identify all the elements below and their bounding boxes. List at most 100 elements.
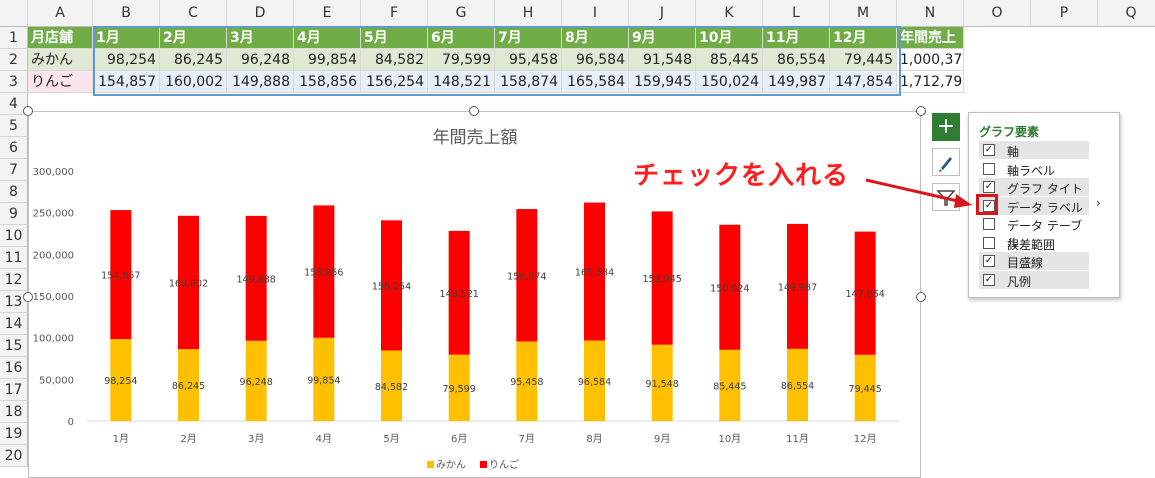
row-header[interactable]: 8 <box>0 181 28 203</box>
checkbox[interactable] <box>983 218 995 230</box>
sheet-cell[interactable]: 96,584 <box>562 49 629 71</box>
row-header[interactable]: 15 <box>0 335 28 357</box>
sheet-cell[interactable]: 2月 <box>160 27 227 49</box>
sheet-cell[interactable]: 99,854 <box>294 49 361 71</box>
sheet-cell[interactable]: 12月 <box>830 27 897 49</box>
sheet-cell[interactable]: 148,521 <box>428 71 495 93</box>
sheet-cell[interactable]: 9月 <box>629 27 696 49</box>
column-header[interactable]: B <box>93 0 160 27</box>
checkbox[interactable]: ✓ <box>983 273 995 286</box>
sheet-cell[interactable]: 158,856 <box>294 71 361 93</box>
sheet-cell[interactable]: 79,599 <box>428 49 495 71</box>
column-header[interactable]: J <box>629 0 696 27</box>
sheet-cell[interactable]: 149,987 <box>763 71 830 93</box>
sheet-cell[interactable]: 3月 <box>227 27 294 49</box>
chart-element-option[interactable]: ✓ 凡例 <box>979 270 1089 289</box>
sheet-cell[interactable]: 156,254 <box>361 71 428 93</box>
sheet-cell[interactable]: りんご <box>28 71 93 93</box>
row-header[interactable]: 5 <box>0 115 28 137</box>
chevron-right-icon[interactable]: › <box>1096 196 1101 210</box>
row-header[interactable]: 16 <box>0 357 28 379</box>
sheet-cell[interactable]: 4月 <box>294 27 361 49</box>
row-header[interactable]: 12 <box>0 269 28 291</box>
checkbox[interactable]: ✓ <box>983 255 995 267</box>
column-header[interactable]: O <box>964 0 1031 27</box>
row-header[interactable]: 20 <box>0 445 28 467</box>
checkbox[interactable]: ✓ <box>983 199 995 212</box>
row-header[interactable]: 19 <box>0 423 28 445</box>
sheet-cell[interactable]: 6月 <box>428 27 495 49</box>
chart-element-option[interactable]: ✓グラフ タイトル <box>979 178 1089 213</box>
column-header[interactable]: E <box>294 0 361 27</box>
sheet-cell[interactable]: 86,245 <box>160 49 227 71</box>
column-header[interactable]: G <box>428 0 495 27</box>
select-all-corner[interactable] <box>0 0 28 27</box>
sheet-cell[interactable]: 159,945 <box>629 71 696 93</box>
stacked-bar-chart[interactable]: 年間売上額 0 50,000 100,000 150,000 200,000 250,000… <box>28 111 921 478</box>
sheet-cell[interactable]: 150,024 <box>696 71 763 93</box>
resize-handle[interactable] <box>23 292 33 302</box>
column-header[interactable]: A <box>28 0 93 27</box>
sheet-cell[interactable]: 85,445 <box>696 49 763 71</box>
row-header[interactable]: 4 <box>0 93 28 115</box>
chart-styles-button[interactable] <box>932 148 960 176</box>
sheet-cell[interactable]: 1,712,792 <box>897 71 964 93</box>
sheet-cell[interactable]: みかん <box>28 49 93 71</box>
row-header[interactable]: 18 <box>0 401 28 423</box>
sheet-cell[interactable]: 95,458 <box>495 49 562 71</box>
sheet-cell[interactable]: 1月 <box>93 27 160 49</box>
sheet-cell[interactable]: 86,554 <box>763 49 830 71</box>
column-header[interactable]: N <box>897 0 964 27</box>
column-header[interactable]: F <box>361 0 428 27</box>
sheet-cell[interactable]: 10月 <box>696 27 763 49</box>
chart-element-option[interactable]: 軸ラベル <box>979 160 1089 178</box>
chart-element-option[interactable]: ✓ 目盛線 <box>979 252 1089 270</box>
column-header[interactable]: I <box>562 0 629 27</box>
chart-element-option[interactable]: 誤差範囲 <box>979 234 1089 252</box>
sheet-cell[interactable]: 147,854 <box>830 71 897 93</box>
chart-elements-button[interactable]: + <box>932 113 960 141</box>
sheet-cell[interactable]: 165,584 <box>562 71 629 93</box>
sheet-cell[interactable]: 5月 <box>361 27 428 49</box>
row-header[interactable]: 17 <box>0 379 28 401</box>
column-header[interactable]: Q <box>1098 0 1155 27</box>
sheet-cell[interactable]: 年間売上 <box>897 27 964 49</box>
column-header[interactable]: C <box>160 0 227 27</box>
chart-element-option[interactable]: ✓ 軸 <box>979 141 1089 159</box>
sheet-cell[interactable]: 98,254 <box>93 49 160 71</box>
sheet-cell[interactable]: 月店舗 <box>28 27 93 49</box>
row-header[interactable]: 14 <box>0 313 28 335</box>
sheet-cell[interactable]: 1,000,371 <box>897 49 964 71</box>
checkbox[interactable]: ✓ <box>983 181 995 193</box>
row-header[interactable]: 1 <box>0 27 28 49</box>
resize-handle[interactable] <box>916 106 926 116</box>
row-header[interactable]: 10 <box>0 225 28 247</box>
sheet-cell[interactable]: 8月 <box>562 27 629 49</box>
resize-handle[interactable] <box>469 106 479 116</box>
column-header[interactable]: K <box>696 0 763 27</box>
sheet-cell[interactable]: 160,002 <box>160 71 227 93</box>
row-header[interactable]: 11 <box>0 247 28 269</box>
row-header[interactable]: 3 <box>0 71 28 93</box>
sheet-cell[interactable]: 91,548 <box>629 49 696 71</box>
checkbox[interactable]: ✓ <box>983 144 995 156</box>
column-header[interactable]: D <box>227 0 294 27</box>
column-header[interactable]: L <box>763 0 830 27</box>
chart-element-option[interactable]: ✓ データ ラベル <box>979 196 1089 215</box>
sheet-cell[interactable]: 96,248 <box>227 49 294 71</box>
row-header[interactable]: 2 <box>0 49 28 71</box>
checkbox[interactable] <box>983 162 995 175</box>
resize-handle[interactable] <box>916 292 926 302</box>
sheet-cell[interactable]: 7月 <box>495 27 562 49</box>
sheet-cell[interactable]: 154,857 <box>93 71 160 93</box>
row-header[interactable]: 13 <box>0 291 28 313</box>
row-header[interactable]: 9 <box>0 203 28 225</box>
row-header[interactable]: 7 <box>0 159 28 181</box>
row-header[interactable]: 6 <box>0 137 28 159</box>
sheet-cell[interactable]: 149,888 <box>227 71 294 93</box>
column-header[interactable]: H <box>495 0 562 27</box>
sheet-cell[interactable]: 11月 <box>763 27 830 49</box>
column-header[interactable]: P <box>1031 0 1098 27</box>
sheet-cell[interactable]: 158,874 <box>495 71 562 93</box>
chart-element-option[interactable]: データ テーブル <box>979 215 1089 250</box>
